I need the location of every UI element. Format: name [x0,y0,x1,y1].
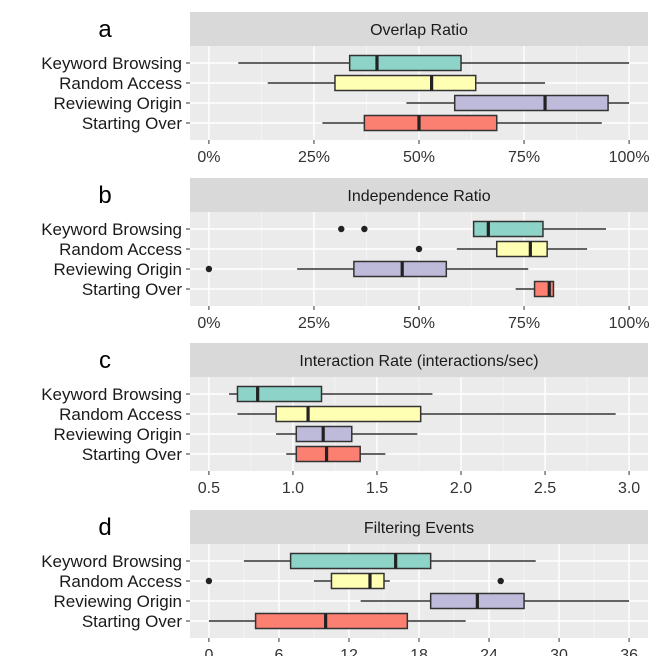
x-tick-label: 6 [274,647,283,656]
x-tick-label: 25% [298,315,330,332]
x-tick-label: 0 [204,647,213,656]
box-iqr [472,220,544,238]
outlier-point [205,577,213,585]
category-label: Reviewing Origin [54,425,183,444]
outlier-point [205,265,213,273]
facet-title: Overlap Ratio [370,22,468,39]
x-tick-label: 30 [550,647,568,656]
x-tick-label: 2.0 [450,480,472,497]
category-label: Reviewing Origin [54,94,183,113]
outlier-point [361,225,368,233]
category-label: Keyword Browsing [41,385,182,404]
box-iqr [495,240,548,258]
category-label: Keyword Browsing [41,220,182,239]
facet-strip [190,343,648,377]
facet-strip [190,12,648,46]
box-iqr [330,572,385,590]
category-label: Starting Over [82,280,182,299]
category-label: Reviewing Origin [54,260,183,279]
facet-title: Independence Ratio [347,188,490,205]
x-tick-label: 3.0 [618,480,640,497]
facet-title: Interaction Rate (interactions/sec) [299,353,538,370]
category-label: Starting Over [82,445,182,464]
outlier-point [415,245,423,253]
box-iqr [236,385,323,403]
facet-strip [190,510,648,544]
box-iqr [453,94,609,112]
panel-letter: b [98,182,111,209]
x-tick-label: 75% [508,149,540,166]
x-tick-label: 100% [609,149,650,166]
outlier-point [338,225,345,233]
x-tick-label: 36 [620,647,638,656]
outlier-point [497,577,504,585]
x-tick-label: 0.5 [198,480,220,497]
category-label: Starting Over [82,114,182,133]
panel-letter: a [98,16,112,43]
category-label: Keyword Browsing [41,54,182,73]
category-label: Starting Over [82,612,182,631]
x-tick-label: 50% [403,315,435,332]
category-label: Random Access [59,572,182,591]
box-iqr [348,54,462,72]
box-iqr [363,114,498,132]
x-tick-label: 1.5 [366,480,388,497]
x-tick-label: 0% [197,315,220,332]
box-iqr [275,405,422,423]
x-tick-label: 75% [508,315,540,332]
x-tick-label: 100% [609,315,650,332]
x-tick-label: 12 [340,647,358,656]
panel-letter: d [98,514,111,541]
box-iqr [334,74,477,92]
facet-strip [190,178,648,212]
x-tick-label: 1.0 [282,480,304,497]
box-iqr [353,260,448,278]
category-label: Random Access [59,405,182,424]
category-label: Keyword Browsing [41,552,182,571]
box-iqr [289,552,432,570]
box-iqr [254,612,409,630]
category-label: Random Access [59,74,182,93]
panel-letter: c [99,347,111,374]
x-tick-label: 24 [480,647,498,656]
x-tick-label: 50% [403,149,435,166]
category-label: Random Access [59,240,182,259]
x-tick-label: 0% [197,149,220,166]
category-label: Reviewing Origin [54,592,183,611]
x-tick-label: 25% [298,149,330,166]
box-iqr [295,445,361,463]
facet-title: Filtering Events [364,520,474,537]
x-tick-label: 18 [410,647,428,656]
x-tick-label: 2.5 [534,480,556,497]
